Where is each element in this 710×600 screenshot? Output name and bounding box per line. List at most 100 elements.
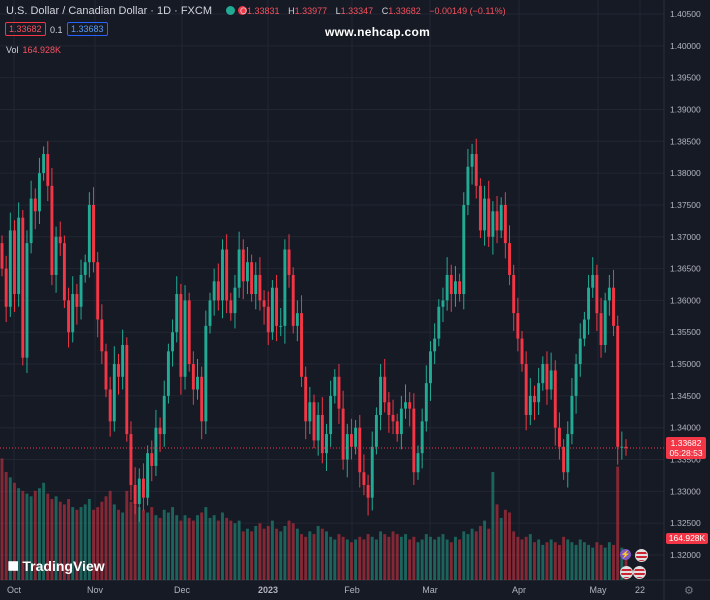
volume-bar	[25, 493, 29, 580]
candle-body	[104, 351, 108, 390]
candle-body	[412, 408, 416, 473]
us-flag-event-icon-2[interactable]	[620, 566, 633, 579]
volume-bar	[595, 542, 599, 580]
us-flag-event-icon-3[interactable]	[633, 566, 646, 579]
last-price-label: 1.33682 05:28:53	[666, 437, 706, 459]
volume-bar	[445, 539, 449, 580]
volume-bar	[29, 496, 33, 580]
volume-bar	[624, 550, 628, 580]
candle-body	[445, 274, 449, 301]
x-tick-label: Oct	[7, 585, 22, 595]
candle-body	[562, 446, 566, 473]
candle-body	[275, 287, 279, 326]
candle-body	[495, 211, 499, 231]
volume-bar	[491, 472, 495, 580]
candle-body	[512, 274, 516, 314]
volume-bar	[229, 520, 233, 580]
volume-bar	[146, 512, 150, 580]
ohlc-c-value: 1.33682	[388, 6, 421, 16]
volume-bar	[612, 544, 615, 580]
candle-body	[221, 249, 224, 301]
volume-bar	[412, 536, 416, 580]
candle-body	[366, 484, 370, 498]
y-tick-label: 1.38500	[670, 136, 701, 146]
volume-bar	[254, 526, 258, 580]
candle-body	[395, 421, 399, 435]
candle-body	[29, 198, 33, 244]
volume-bar	[512, 531, 516, 580]
candle-body	[154, 427, 158, 466]
volume-bar	[100, 501, 104, 580]
candle-body	[108, 389, 112, 422]
candle-body	[345, 434, 349, 460]
candle-body	[578, 338, 582, 365]
candle-body	[146, 453, 150, 498]
us-flag-event-icon[interactable]	[635, 549, 648, 562]
volume-bar	[0, 458, 4, 580]
volume-bar	[233, 523, 237, 580]
candle-body	[325, 434, 328, 454]
volume-bar	[345, 539, 349, 580]
candle-body	[487, 198, 491, 237]
candle-body	[171, 332, 175, 352]
tradingview-logo[interactable]: ⯀ TradingView	[8, 558, 105, 575]
y-tick-label: 1.35500	[670, 327, 701, 337]
candle-body	[320, 414, 324, 454]
settings-gear-icon[interactable]: ⚙	[684, 585, 694, 597]
ohlc-o-value: 1.33831	[247, 6, 280, 16]
volume-bar	[424, 534, 428, 580]
candle-body	[478, 185, 482, 231]
candle-body	[616, 325, 620, 447]
candle-body	[508, 243, 511, 275]
buy-price-button[interactable]: 1.33683	[67, 22, 108, 36]
volume-bar	[216, 520, 220, 580]
volume-bar	[179, 520, 183, 580]
candle-body	[117, 364, 120, 377]
volume-bar	[58, 501, 62, 580]
spread-value: 0.1	[50, 25, 63, 35]
volume-bar	[453, 536, 457, 580]
candle-body	[17, 217, 21, 295]
volume-bar	[474, 531, 478, 580]
x-tick-label: 2023	[258, 585, 278, 595]
candle-body	[295, 313, 299, 326]
flash-event-icon[interactable]: ⚡	[620, 549, 631, 560]
candle-body	[429, 351, 432, 384]
volume-bar	[62, 504, 66, 580]
volume-bar	[408, 539, 412, 580]
candle-body	[399, 408, 403, 435]
candle-body	[125, 344, 129, 435]
candle-body	[491, 211, 495, 237]
tradingview-logo-icon: ⯀	[8, 559, 19, 574]
x-tick-label: Nov	[87, 585, 104, 595]
volume-bar	[92, 509, 95, 580]
candle-body	[100, 319, 104, 352]
candle-body	[254, 274, 258, 295]
volume-bar	[245, 528, 249, 580]
candle-body	[129, 434, 133, 485]
volume-bar	[578, 539, 582, 580]
candle-body	[408, 402, 412, 409]
candle-body	[225, 249, 229, 301]
volume-bar	[349, 542, 353, 580]
y-tick-label: 1.37500	[670, 200, 701, 210]
market-status-icon-2	[238, 6, 248, 15]
candle-body	[362, 472, 366, 485]
volume-bar	[221, 512, 224, 580]
volume-legend: Vol 164.928K	[6, 45, 61, 55]
y-tick-label: 1.34000	[670, 423, 701, 433]
symbol-title[interactable]: U.S. Dollar / Canadian Dollar · 1D · FXC…	[6, 5, 213, 17]
candle-body	[191, 364, 195, 390]
volume-bar	[528, 534, 532, 580]
volume-bar	[570, 542, 574, 580]
volume-bar	[50, 499, 54, 580]
volume-bar	[67, 499, 71, 580]
volume-label: Vol	[6, 45, 19, 55]
candle-body	[433, 338, 437, 352]
sell-price-button[interactable]: 1.33682	[5, 22, 46, 36]
volume-bar	[312, 534, 316, 580]
volume-bar	[154, 515, 158, 580]
volume-bar	[212, 515, 216, 580]
candle-body	[553, 370, 557, 428]
